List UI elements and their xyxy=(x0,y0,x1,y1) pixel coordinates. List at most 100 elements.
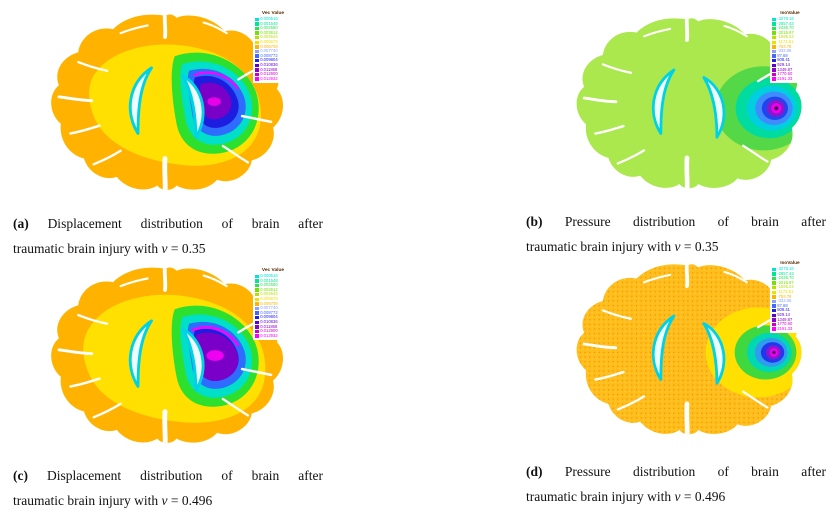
legend-swatch xyxy=(772,31,776,35)
legend-item: -3278.16 xyxy=(772,266,808,272)
legend-swatch xyxy=(255,306,259,311)
caption-a-text2: traumatic brain injury with xyxy=(13,241,159,256)
legend-item: 0.001548 xyxy=(255,277,291,284)
legend-item: 0.006708 xyxy=(255,301,291,307)
legend-value: 1349.87 xyxy=(777,66,793,72)
legend-value: 0.003612 xyxy=(260,286,278,292)
brain-plot-pressure-nu0496 xyxy=(576,264,802,435)
legend-item: 87.68 xyxy=(772,52,808,59)
legend-value: -333.05 xyxy=(777,48,792,54)
legend-swatch xyxy=(772,322,776,327)
legend-swatch xyxy=(255,315,259,320)
legend-item: 0.007740 xyxy=(255,49,291,54)
legend-swatch xyxy=(772,272,776,276)
legend-swatch xyxy=(255,72,259,77)
legend-item: -1174.51 xyxy=(772,289,808,295)
caption-b-text: Pressure distribution of brain after xyxy=(564,214,826,229)
legend-swatch xyxy=(772,40,776,44)
legend-value: 0.013932 xyxy=(260,75,278,81)
legend-swatch xyxy=(255,297,259,301)
legend-item: 1349.87 xyxy=(772,66,808,73)
panel-a: Vec Value 0.000516 0.001548 0.002580 0.00361… xyxy=(30,8,302,206)
legend-item: 0.005676 xyxy=(255,296,291,302)
legend-value: -1174.51 xyxy=(777,38,794,44)
legend-item: 0.009804 xyxy=(255,315,291,320)
caption-c-text2: traumatic brain injury with xyxy=(13,493,159,508)
legend-swatch xyxy=(772,276,776,281)
color-legend-iso-b: IsoValue -3278.16 -2857.43 -2436.70 -2015.97… xyxy=(770,10,810,84)
legend-value: 0.002580 xyxy=(260,282,278,288)
color-legend-vec-c: Vec Value 0.000516 0.001548 0.002580 0.00361… xyxy=(253,267,293,341)
legend-swatch xyxy=(255,288,259,292)
caption-b-line1: (b) Pressure distribution of brain after xyxy=(526,209,826,234)
caption-b-label: (b) xyxy=(526,214,543,229)
legend-item: 0.012900 xyxy=(255,329,291,334)
legend-value: -333.05 xyxy=(777,298,792,304)
legend-swatch xyxy=(255,325,259,329)
caption-d-line1: (d) Pressure distribution of brain after xyxy=(526,459,826,484)
legend-swatch xyxy=(772,281,776,285)
legend-swatch xyxy=(772,63,776,67)
legend-value: 0.008772 xyxy=(260,309,278,315)
legend-value: -2015.97 xyxy=(777,279,794,285)
legend-value: 0.011868 xyxy=(260,66,278,72)
legend-value: 0.004644 xyxy=(260,34,278,40)
legend-value: 0.004644 xyxy=(260,291,278,297)
legend-value: 0.010836 xyxy=(260,61,278,67)
legend-value: -3278.16 xyxy=(777,16,794,21)
legend-value: 1349.87 xyxy=(777,316,793,322)
legend-value: 0.010836 xyxy=(260,318,278,324)
legend-value: -3278.16 xyxy=(777,266,794,271)
legend-swatch xyxy=(772,318,776,322)
legend-item: 0.006708 xyxy=(255,44,291,50)
legend-item: 1770.60 xyxy=(772,72,808,77)
legend-item: 0.004644 xyxy=(255,35,291,40)
legend-value: 929.14 xyxy=(777,61,790,67)
legend-value: 0.012900 xyxy=(260,71,278,77)
legend-swatch xyxy=(255,58,259,63)
legend-value: 0.007740 xyxy=(260,305,278,311)
legend-swatch xyxy=(255,334,259,338)
brain-plot-displacement-nu0496 xyxy=(51,267,284,443)
legend-item: 0.008772 xyxy=(255,309,291,316)
legend-value: 0.000516 xyxy=(260,273,278,278)
caption-c-text: Displacement distribution of brain after xyxy=(46,468,324,483)
caption-b: (b) Pressure distribution of brain after… xyxy=(526,209,826,259)
nu-value: = 0.35 xyxy=(683,239,719,254)
legend-item: 0.008772 xyxy=(255,53,291,59)
caption-a: (a) Displacement distribution of brain a… xyxy=(13,211,323,261)
legend-item: 0.009804 xyxy=(255,58,291,63)
nu-value: = 0.496 xyxy=(683,489,726,504)
legend-value: 929.14 xyxy=(777,311,790,317)
legend-item: -2436.70 xyxy=(772,26,808,31)
legend-item: 508.41 xyxy=(772,58,808,63)
nu-symbol: ν xyxy=(674,239,681,254)
legend-value: 508.41 xyxy=(777,57,790,63)
legend-item: -1174.51 xyxy=(772,38,808,45)
legend-item: 0.002580 xyxy=(255,26,291,31)
legend-swatch xyxy=(255,17,259,21)
legend-item: 0.001548 xyxy=(255,21,291,27)
nu-symbol: ν xyxy=(161,241,168,256)
caption-c-line1: (c) Displacement distribution of brain a… xyxy=(13,463,323,488)
legend-value: 0.000516 xyxy=(260,16,278,21)
legend-value: 0.009804 xyxy=(260,314,278,320)
legend-swatch xyxy=(255,77,259,81)
legend-value: -2436.70 xyxy=(777,275,794,281)
legend-item: 0.000516 xyxy=(255,16,291,22)
legend-item: -333.05 xyxy=(772,299,808,304)
caption-c-line2: traumatic brain injury with ν = 0.496 xyxy=(13,488,323,513)
legend-swatch xyxy=(255,68,259,72)
legend-item: -2436.70 xyxy=(772,276,808,281)
legend-swatch xyxy=(255,22,259,26)
legend-swatch xyxy=(772,308,776,313)
legend-item: 0.011868 xyxy=(255,66,291,73)
panel-c: Vec Value 0.000516 0.001548 0.002580 0.00361… xyxy=(30,261,302,459)
legend-swatch xyxy=(255,54,259,58)
legend-swatch xyxy=(772,295,776,299)
legend-swatch xyxy=(255,329,259,334)
legend-value: 87.68 xyxy=(777,52,788,58)
legend-item: 87.68 xyxy=(772,303,808,309)
legend-value: 0.001548 xyxy=(260,277,278,283)
